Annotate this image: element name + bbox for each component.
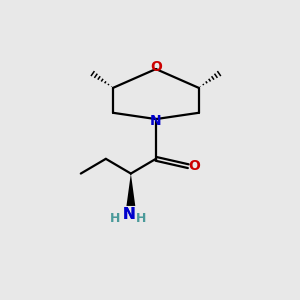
Text: N: N: [122, 207, 135, 222]
Text: N: N: [122, 207, 135, 222]
Polygon shape: [126, 174, 135, 206]
Text: N: N: [150, 114, 162, 128]
Text: O: O: [188, 159, 200, 173]
Text: O: O: [150, 60, 162, 74]
Text: H: H: [136, 212, 146, 225]
Text: H: H: [110, 212, 121, 225]
